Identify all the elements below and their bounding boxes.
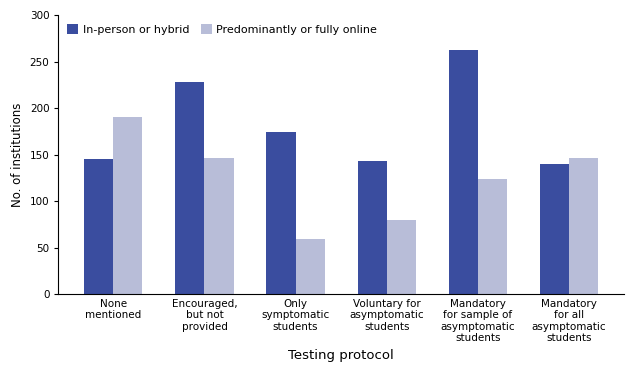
Bar [387, 220, 416, 294]
X-axis label: Testing protocol: Testing protocol [288, 349, 394, 362]
Y-axis label: No. of institutions: No. of institutions [11, 103, 24, 207]
Bar [478, 179, 507, 294]
Bar [204, 159, 234, 294]
Bar [569, 159, 598, 294]
Bar [296, 239, 324, 294]
Bar [449, 50, 478, 294]
Bar [175, 82, 204, 294]
Bar [267, 132, 296, 294]
Bar [113, 117, 142, 294]
Bar [540, 164, 569, 294]
Legend: In-person or hybrid, Predominantly or fully online: In-person or hybrid, Predominantly or fu… [64, 21, 380, 38]
Bar [358, 161, 387, 294]
Bar [84, 159, 113, 294]
